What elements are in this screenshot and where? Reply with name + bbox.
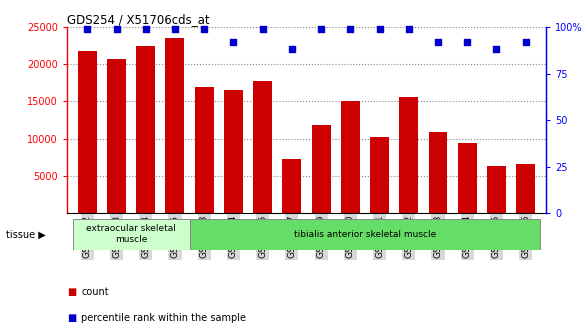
Point bbox=[287, 47, 296, 52]
Bar bbox=[166, 38, 184, 213]
Point bbox=[83, 26, 92, 32]
Point bbox=[229, 39, 238, 44]
Point bbox=[462, 39, 472, 44]
Text: tissue ▶: tissue ▶ bbox=[6, 230, 45, 240]
Bar bbox=[487, 166, 506, 213]
Point bbox=[141, 26, 150, 32]
Text: count: count bbox=[81, 287, 109, 297]
Bar bbox=[458, 143, 477, 213]
FancyBboxPatch shape bbox=[189, 219, 540, 250]
Bar bbox=[282, 159, 302, 213]
Point bbox=[492, 47, 501, 52]
Bar bbox=[253, 81, 272, 213]
Bar bbox=[516, 164, 535, 213]
Point bbox=[170, 26, 180, 32]
Text: tibialis anterior skeletal muscle: tibialis anterior skeletal muscle bbox=[294, 230, 436, 239]
Bar bbox=[429, 132, 447, 213]
Point bbox=[346, 26, 355, 32]
Bar bbox=[370, 136, 389, 213]
Point bbox=[433, 39, 443, 44]
Bar bbox=[195, 87, 214, 213]
Point bbox=[112, 26, 121, 32]
Bar bbox=[224, 90, 243, 213]
Text: ■: ■ bbox=[67, 312, 76, 323]
Bar bbox=[311, 125, 331, 213]
Point bbox=[199, 26, 209, 32]
Bar bbox=[136, 45, 155, 213]
Bar bbox=[399, 97, 418, 213]
Text: percentile rank within the sample: percentile rank within the sample bbox=[81, 312, 246, 323]
Point bbox=[404, 26, 414, 32]
Text: GDS254 / X51706cds_at: GDS254 / X51706cds_at bbox=[67, 13, 209, 26]
Text: ■: ■ bbox=[67, 287, 76, 297]
Point bbox=[317, 26, 326, 32]
Bar bbox=[107, 59, 126, 213]
Point bbox=[375, 26, 384, 32]
Point bbox=[521, 39, 530, 44]
Bar bbox=[78, 51, 97, 213]
FancyBboxPatch shape bbox=[73, 219, 189, 250]
Text: extraocular skeletal
muscle: extraocular skeletal muscle bbox=[86, 224, 176, 244]
Bar bbox=[341, 101, 360, 213]
Point bbox=[258, 26, 267, 32]
